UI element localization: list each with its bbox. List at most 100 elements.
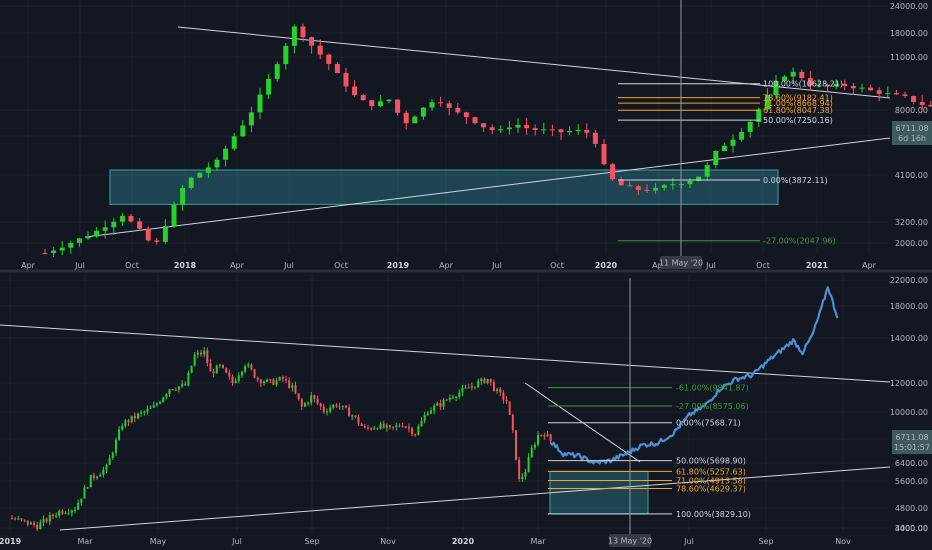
- bottom-candle: [461, 388, 464, 393]
- top-price-tag: [892, 121, 932, 145]
- bottom-candle: [187, 372, 190, 386]
- top-candle: [145, 228, 151, 241]
- bottom-candle: [29, 522, 32, 525]
- top-candle: [76, 238, 82, 243]
- bottom-candle: [250, 364, 253, 370]
- top-candle: [696, 176, 702, 181]
- top-candle: [214, 159, 220, 168]
- bottom-candle: [492, 382, 495, 391]
- bottom-candle: [452, 397, 454, 399]
- bottom-candle: [527, 457, 530, 472]
- top-price-tick: 11000.00: [890, 53, 928, 62]
- bottom-candle: [149, 407, 152, 409]
- bottom-candle: [168, 389, 171, 395]
- top-fib-label: 61.80%(8047.38): [763, 106, 833, 115]
- bottom-candle: [20, 518, 23, 520]
- top-candle: [343, 73, 349, 87]
- top-time-tick: Apr: [439, 261, 454, 270]
- bottom-overlays: -61.00%(9841.87) -27.00%(8575.06) 0.00%(75…: [0, 278, 932, 547]
- top-candle: [429, 102, 435, 108]
- bottom-candle: [89, 474, 92, 488]
- bottom-price-tick: 12000.00: [890, 379, 928, 388]
- top-candle: [188, 177, 194, 188]
- bottom-candle: [354, 415, 357, 418]
- bottom-fib-label: 50.00%(5698.90): [676, 457, 746, 466]
- bottom-candle: [105, 464, 108, 470]
- bottom-fib-label: 61.80%(5257.63): [676, 467, 746, 476]
- top-cursor-date-badge: [660, 256, 702, 269]
- top-fib-label: 50.00%(7250.16): [763, 116, 833, 125]
- bottom-candle: [335, 404, 338, 407]
- bottom-candle: [338, 406, 341, 408]
- bottom-candle: [489, 378, 492, 383]
- bottom-price-tick: 4800.00: [895, 504, 928, 513]
- top-time-tick: Oct: [550, 261, 564, 270]
- bottom-candle: [77, 502, 80, 510]
- top-candle: [205, 167, 211, 173]
- bottom-candle: [200, 352, 202, 355]
- bottom-candle: [508, 401, 511, 415]
- top-support-zone: [109, 169, 779, 205]
- bottom-fib-label: 78.60%(4629.37): [676, 484, 746, 493]
- bottom-candle: [70, 510, 73, 513]
- bottom-candle: [537, 434, 540, 445]
- top-time-tick: Apr: [652, 261, 667, 270]
- bottom-candle: [376, 428, 379, 430]
- bottom-candle: [395, 425, 398, 427]
- bottom-candle: [228, 372, 231, 377]
- bottom-candle: [137, 413, 139, 419]
- bottom-candle: [486, 378, 489, 384]
- bottom-candle: [423, 415, 426, 421]
- bottom-candle: [121, 426, 124, 430]
- bottom-candle: [329, 407, 332, 412]
- top-candle: [919, 101, 925, 105]
- top-candle: [446, 103, 452, 108]
- bottom-candle: [215, 365, 218, 374]
- bottom-candle: [203, 350, 206, 355]
- bottom-candle: [222, 364, 225, 368]
- bottom-candle: [307, 402, 310, 404]
- bottom-resistance-trendline: [0, 324, 891, 383]
- bottom-candle: [23, 519, 26, 521]
- top-candle: [412, 116, 418, 124]
- bottom-candle: [130, 415, 133, 423]
- top-candle: [274, 64, 280, 79]
- top-time-tick: 2019: [387, 261, 410, 270]
- bottom-candle: [193, 354, 196, 366]
- bottom-candle: [58, 510, 61, 516]
- top-candle: [670, 184, 676, 186]
- bottom-candle: [278, 377, 281, 381]
- bottom-cursor-date: 13 May '20: [608, 537, 652, 546]
- top-fib-levels: 100.00%(10628.21) 78.60%(9182.41)71.00%(8…: [618, 80, 843, 246]
- top-candle: [704, 165, 710, 177]
- top-candle: [85, 236, 91, 239]
- bottom-candle: [288, 380, 291, 388]
- top-time-tick: 2021: [806, 261, 829, 270]
- top-time-tick: 2018: [174, 261, 197, 270]
- top-candle: [128, 216, 134, 222]
- bottom-candle: [360, 423, 363, 426]
- top-candle: [283, 45, 289, 65]
- top-candle: [842, 83, 848, 86]
- bottom-candle: [118, 429, 121, 440]
- bottom-candle: [389, 425, 391, 427]
- top-candle: [893, 93, 899, 95]
- bottom-candle: [171, 389, 174, 391]
- bottom-candle: [385, 425, 388, 428]
- bottom-candle: [483, 378, 486, 384]
- bottom-candle: [464, 387, 467, 389]
- bottom-candle: [108, 457, 111, 465]
- top-candle: [317, 45, 323, 55]
- top-fib-label: 78.60%(9182.41): [763, 94, 833, 103]
- top-candle: [911, 95, 917, 102]
- bottom-candle: [370, 428, 373, 430]
- bottom-candle: [467, 387, 470, 389]
- bottom-candle: [392, 426, 395, 428]
- bottom-candle: [259, 379, 262, 384]
- top-candle: [506, 127, 512, 130]
- top-candles: [42, 23, 932, 258]
- bottom-candle: [530, 447, 533, 458]
- top-candle: [644, 189, 650, 191]
- bottom-price-tick: 10000.00: [890, 408, 928, 417]
